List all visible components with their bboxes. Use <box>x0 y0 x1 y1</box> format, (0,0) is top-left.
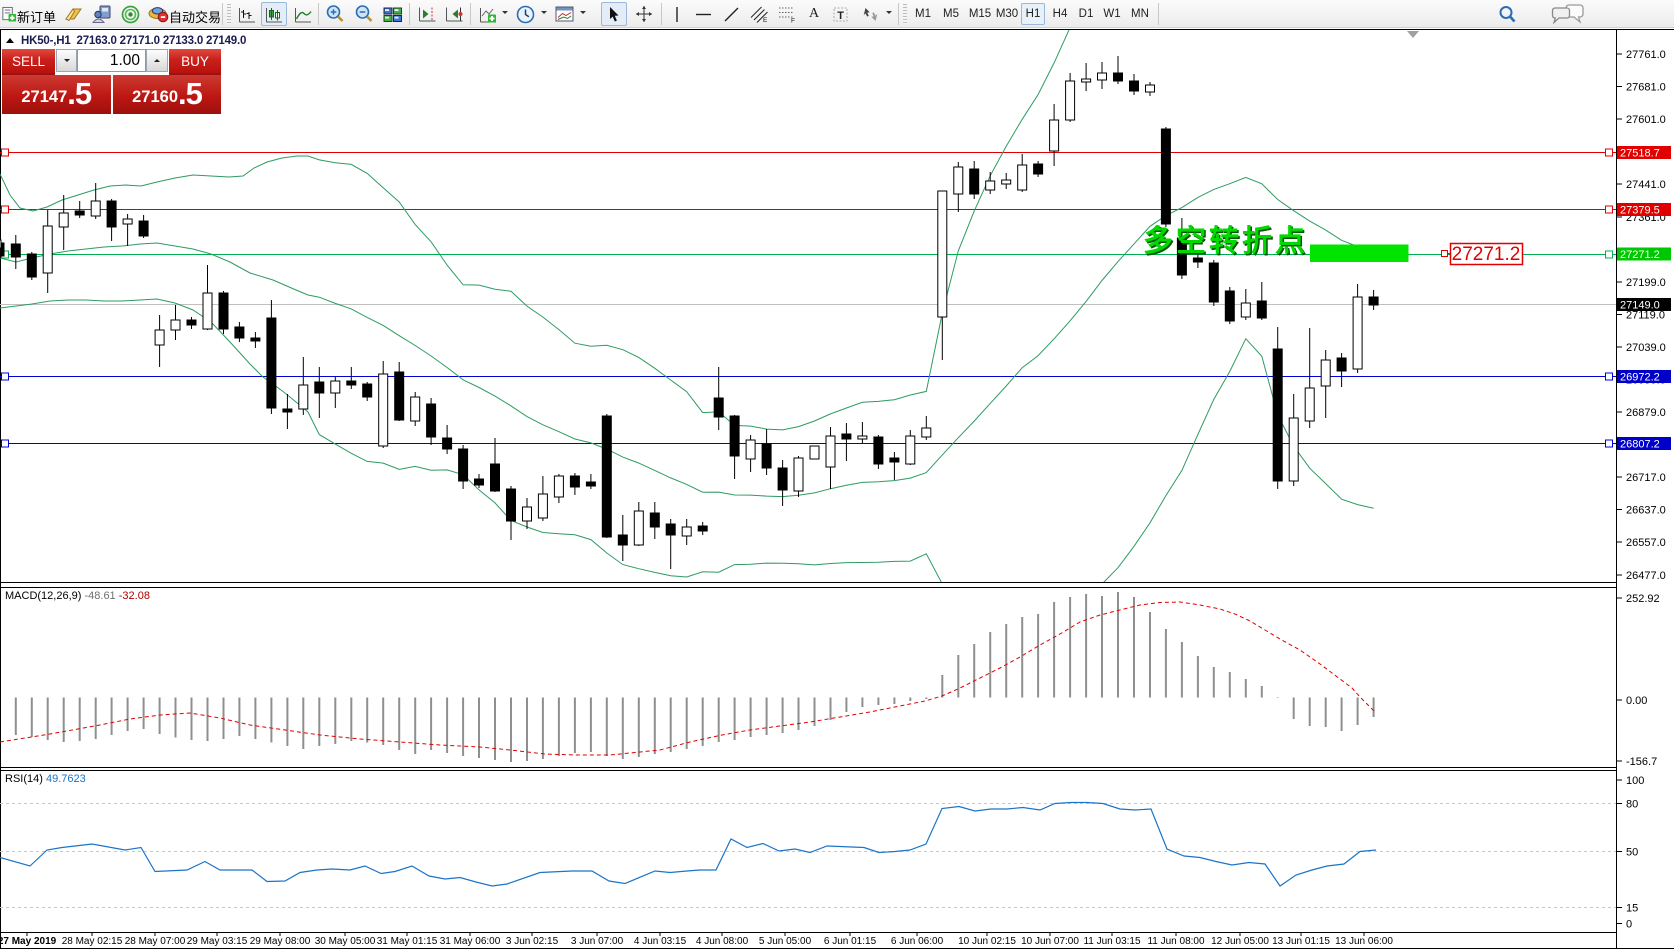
svg-text:29 May 03:15: 29 May 03:15 <box>187 936 248 947</box>
svg-text:10 Jun 02:15: 10 Jun 02:15 <box>958 936 1016 947</box>
svg-text:252.92: 252.92 <box>1626 593 1660 605</box>
svg-text:27149.0: 27149.0 <box>1620 300 1660 312</box>
svg-text:27039.0: 27039.0 <box>1626 342 1666 354</box>
svg-text:27 May 2019: 27 May 2019 <box>0 936 57 947</box>
svg-text:26637.0: 26637.0 <box>1626 505 1666 517</box>
svg-text:-156.7: -156.7 <box>1626 756 1657 768</box>
svg-text:28 May 02:15: 28 May 02:15 <box>62 936 123 947</box>
svg-text:30 May 05:00: 30 May 05:00 <box>315 936 376 947</box>
svg-text:27681.0: 27681.0 <box>1626 82 1666 94</box>
svg-text:3 Jun 02:15: 3 Jun 02:15 <box>506 936 559 947</box>
svg-text:27761.0: 27761.0 <box>1626 49 1666 61</box>
svg-text:26807.2: 26807.2 <box>1620 439 1660 451</box>
svg-text:26477.0: 26477.0 <box>1626 570 1666 582</box>
svg-text:4 Jun 08:00: 4 Jun 08:00 <box>696 936 749 947</box>
svg-text:50: 50 <box>1626 847 1638 859</box>
svg-text:26972.2: 26972.2 <box>1620 372 1660 384</box>
svg-text:27271.2: 27271.2 <box>1452 244 1521 265</box>
svg-text:多空转折点: 多空转折点 <box>1143 225 1308 258</box>
svg-text:26557.0: 26557.0 <box>1626 537 1666 549</box>
svg-text:26717.0: 26717.0 <box>1626 472 1666 484</box>
svg-text:11 Jun 08:00: 11 Jun 08:00 <box>1147 936 1205 947</box>
svg-text:多空转折点: 多空转折点 <box>1145 227 1310 260</box>
svg-text:13 Jun 06:00: 13 Jun 06:00 <box>1335 936 1393 947</box>
svg-text:80: 80 <box>1626 799 1638 811</box>
svg-text:31 May 01:15: 31 May 01:15 <box>377 936 438 947</box>
svg-text:6 Jun 01:15: 6 Jun 01:15 <box>824 936 877 947</box>
svg-text:MACD(12,26,9) -48.61 -32.08: MACD(12,26,9) -48.61 -32.08 <box>5 590 150 602</box>
svg-text:0: 0 <box>1626 919 1632 931</box>
svg-text:28 May 07:00: 28 May 07:00 <box>125 936 186 947</box>
svg-text:11 Jun 03:15: 11 Jun 03:15 <box>1083 936 1141 947</box>
svg-text:27601.0: 27601.0 <box>1626 114 1666 126</box>
svg-text:E: E <box>763 17 768 23</box>
svg-text:5 Jun 05:00: 5 Jun 05:00 <box>759 936 812 947</box>
svg-text:T: T <box>837 9 844 21</box>
svg-text:12 Jun 05:00: 12 Jun 05:00 <box>1211 936 1269 947</box>
svg-text:10 Jun 07:00: 10 Jun 07:00 <box>1021 936 1079 947</box>
svg-text:27271.2: 27271.2 <box>1620 249 1660 261</box>
svg-text:27379.5: 27379.5 <box>1620 205 1660 217</box>
svg-text:100: 100 <box>1626 775 1644 787</box>
svg-text:6 Jun 06:00: 6 Jun 06:00 <box>891 936 944 947</box>
svg-text:27518.7: 27518.7 <box>1620 148 1660 160</box>
svg-text:27199.0: 27199.0 <box>1626 277 1666 289</box>
svg-text:0.00: 0.00 <box>1626 695 1647 707</box>
svg-text:26879.0: 26879.0 <box>1626 407 1666 419</box>
svg-text:RSI(14) 49.7623: RSI(14) 49.7623 <box>5 773 86 785</box>
svg-text:31 May 06:00: 31 May 06:00 <box>440 936 501 947</box>
svg-text:27441.0: 27441.0 <box>1626 179 1666 191</box>
svg-text:15: 15 <box>1626 903 1638 915</box>
svg-text:27119.0: 27119.0 <box>1626 310 1665 322</box>
svg-text:F: F <box>791 18 795 24</box>
svg-text:4 Jun 03:15: 4 Jun 03:15 <box>634 936 687 947</box>
svg-text:3 Jun 07:00: 3 Jun 07:00 <box>571 936 624 947</box>
svg-text:13 Jun 01:15: 13 Jun 01:15 <box>1272 936 1330 947</box>
svg-text:29 May 08:00: 29 May 08:00 <box>250 936 311 947</box>
